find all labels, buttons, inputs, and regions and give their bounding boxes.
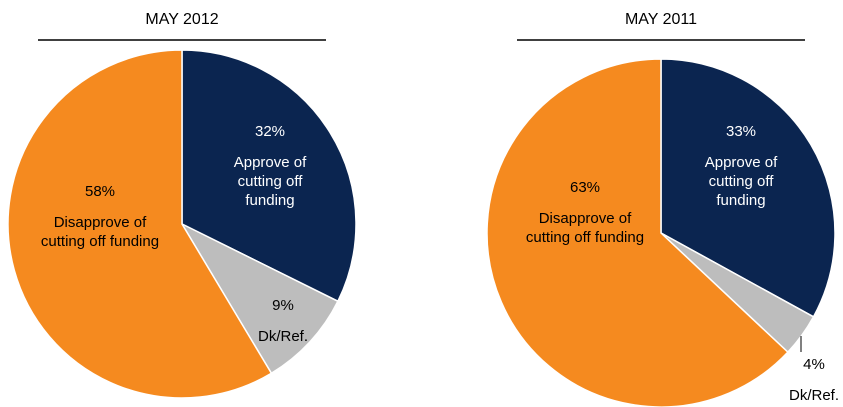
slice-percent-label: 32% <box>255 123 285 140</box>
pie-slice-dk <box>180 222 339 375</box>
slice-category-label: cutting off <box>238 173 304 190</box>
chart-may-2012: MAY 2012 32% Approve of cutting off funding… <box>7 11 357 399</box>
pie-slice-approve <box>181 49 357 303</box>
slice-category-label: funding <box>245 192 294 209</box>
slice-category-label: Dk/Ref. <box>258 328 308 345</box>
slice-percent-label: 33% <box>726 123 756 140</box>
slice-labels: 33% Approve of cutting off funding 4% Dk/Ref.… <box>526 123 839 404</box>
slice-category-label: cutting off funding <box>41 233 159 250</box>
slice-category-label: Disapprove of <box>54 214 147 231</box>
pie-slice-disapprove <box>486 58 789 407</box>
slice-percent-label: 58% <box>85 183 115 200</box>
slice-percent-label: 63% <box>570 179 600 196</box>
chart-may-2011: MAY 2011 33% Approve of cutting off funding… <box>486 11 839 407</box>
pie-slice-approve <box>660 58 836 318</box>
chart-title: MAY 2012 <box>145 11 218 28</box>
chart-title: MAY 2011 <box>625 11 697 28</box>
pie-slices <box>7 49 357 399</box>
pie-slice-disapprove <box>7 49 273 399</box>
pie-slices <box>486 58 836 407</box>
slice-category-label: Disapprove of <box>539 210 632 227</box>
slice-labels: 32% Approve of cutting off funding 9% Dk/Ref.… <box>41 123 308 345</box>
slice-percent-label: 4% <box>803 356 825 373</box>
slice-category-label: Approve of <box>705 154 778 171</box>
slice-percent-label: 9% <box>272 297 294 314</box>
slice-category-label: cutting off funding <box>526 229 644 246</box>
slice-category-label: cutting off <box>709 173 775 190</box>
slice-category-label: Dk/Ref. <box>789 387 839 404</box>
slice-category-label: Approve of <box>234 154 307 171</box>
slice-category-label: funding <box>716 192 765 209</box>
